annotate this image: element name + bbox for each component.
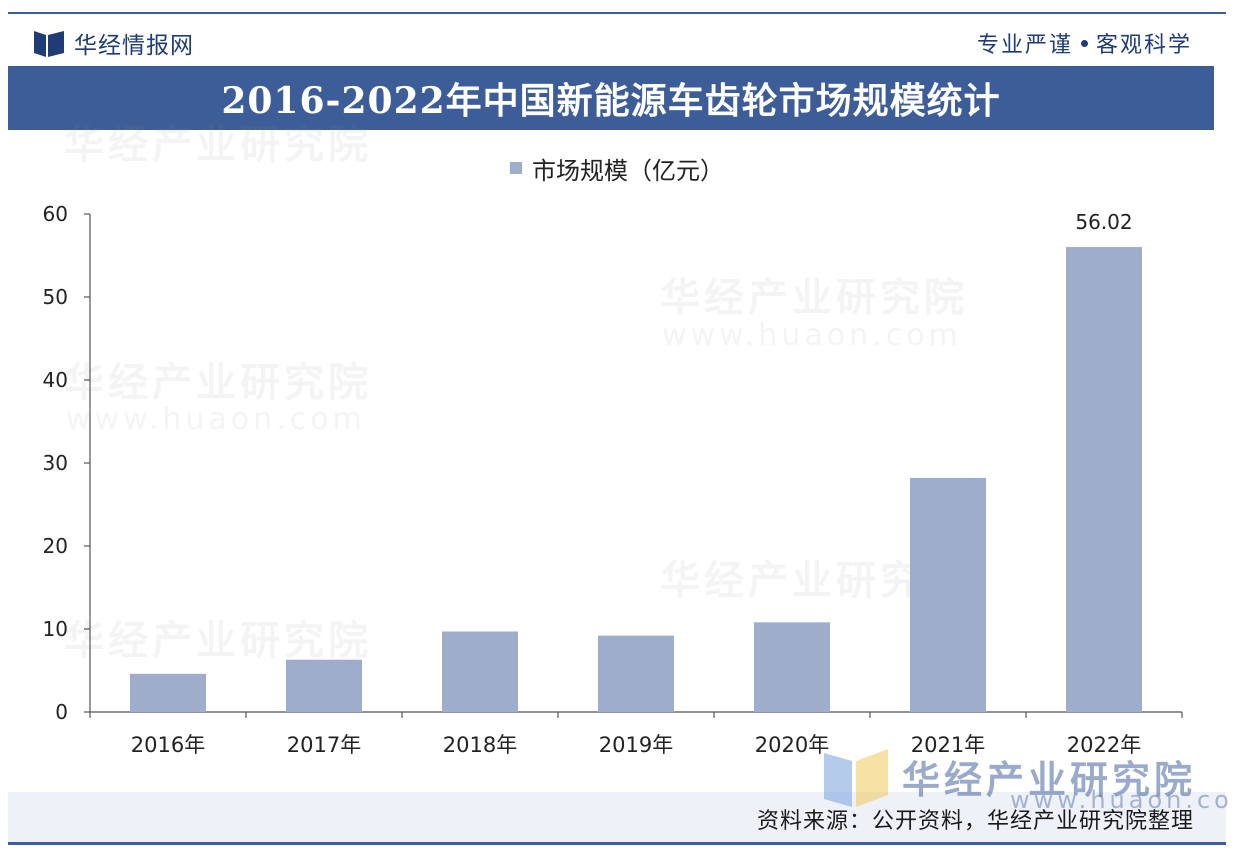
legend-label: 市场规模（亿元） [532,156,724,185]
x-tick-label: 2019年 [599,733,673,757]
footer-band [8,792,1226,842]
legend: 市场规模（亿元） [0,148,1234,188]
brand-logo-icon [34,31,64,57]
brand-name: 华经情报网 [74,33,194,59]
y-tick-label: 30 [43,451,68,475]
tagline-dot [1080,39,1088,47]
data-label: 56.02 [1075,210,1132,234]
tagline-right: 客观科学 [1095,33,1192,58]
bottom-rule [8,842,1226,845]
y-tick-label: 60 [43,202,68,226]
bar [910,477,986,712]
x-tick-label: 2018年 [443,733,517,757]
watermark-logo-name: 华经产业研究院 [902,757,1197,802]
watermark-logo: 华经产业研究院 [824,745,1196,807]
watermark-logo-icon [824,749,888,807]
x-tick-label: 2020年 [755,733,829,757]
bar [754,622,830,712]
watermark-logo-url: www.huaon.com [1010,786,1234,814]
source-note: 资料来源：公开资料，华经产业研究院整理 [756,809,1194,834]
watermark-url: www.huaon.com [662,318,962,353]
bar [286,659,362,712]
legend-swatch [510,162,522,174]
y-tick-label: 10 [43,617,68,641]
y-tick-label: 20 [43,534,68,558]
bar [130,673,206,712]
x-tick-label: 2022年 [1067,733,1141,757]
y-tick-label: 50 [43,285,68,309]
title-bar: 2016-2022年中国新能源车齿轮市场规模统计 [8,66,1214,130]
bar [1066,247,1142,712]
top-rule [8,12,1226,14]
x-tick-label: 2016年 [131,733,205,757]
watermark-url: www.huaon.com [66,402,366,437]
bar [598,635,674,712]
y-tick-label: 0 [55,700,68,724]
x-tick-label: 2021年 [911,733,985,757]
x-tick-label: 2017年 [287,733,361,757]
bar [442,631,518,712]
brand: 华经情报网 [34,24,194,62]
tagline-left: 专业严谨 [976,33,1073,58]
y-tick-label: 40 [43,368,68,392]
tagline: 专业严谨 客观科学 [977,24,1192,62]
chart-title: 2016-2022年中国新能源车齿轮市场规模统计 [221,80,1001,122]
